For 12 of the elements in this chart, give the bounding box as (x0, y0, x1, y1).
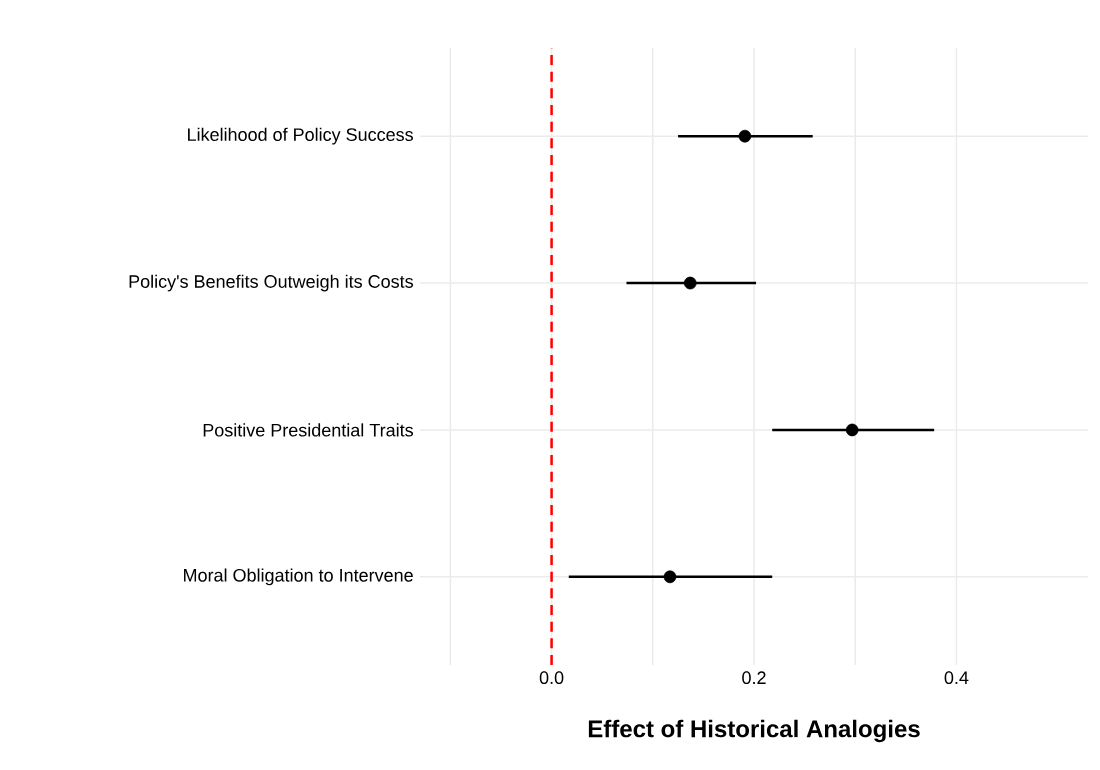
y-tick-label: Policy's Benefits Outweigh its Costs (129, 274, 413, 292)
x-tick-label: 0.4 (944, 671, 969, 685)
point (738, 129, 752, 143)
y-tick-label: Likelihood of Policy Success (188, 127, 413, 145)
point (845, 423, 859, 437)
y-tick-label: Positive Presidential Traits (203, 423, 414, 437)
x-tick-label: 0.0 (539, 671, 564, 685)
x-tick-label: 0.2 (742, 671, 766, 685)
point (663, 570, 677, 584)
y-tick-label: Moral Obligation to Intervene (184, 568, 413, 586)
x-axis-title: Effect of Historical Analogies (588, 719, 920, 743)
point (683, 276, 697, 290)
